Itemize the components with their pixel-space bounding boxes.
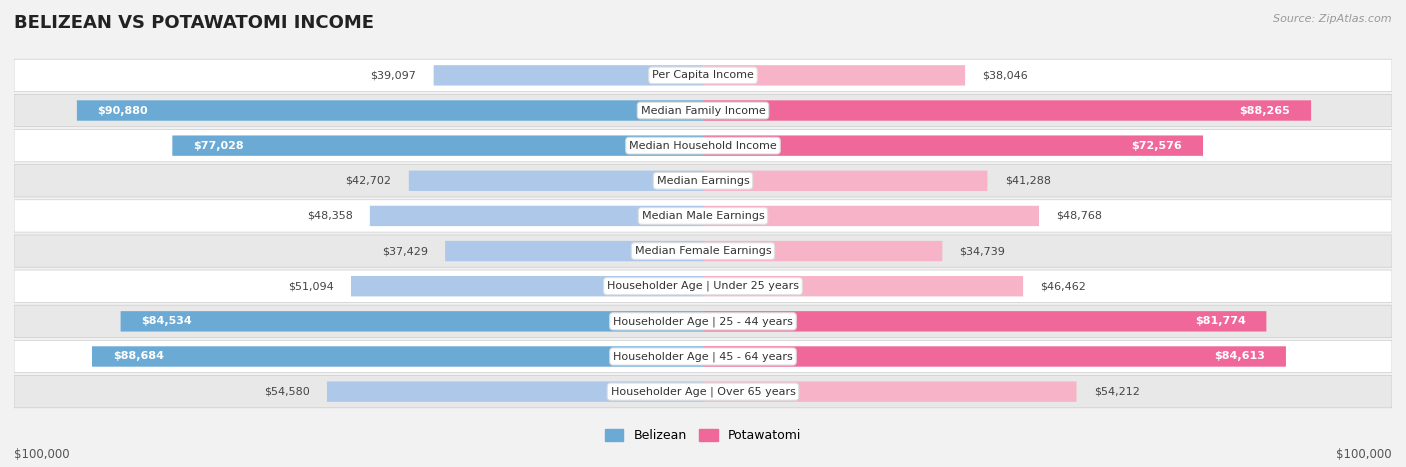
Text: $48,768: $48,768 <box>1056 211 1102 221</box>
Text: $90,880: $90,880 <box>97 106 148 115</box>
Text: $72,576: $72,576 <box>1132 141 1182 151</box>
FancyBboxPatch shape <box>409 170 703 191</box>
Legend: Belizean, Potawatomi: Belizean, Potawatomi <box>600 425 806 447</box>
Text: $46,462: $46,462 <box>1040 281 1087 291</box>
FancyBboxPatch shape <box>121 311 703 332</box>
Text: $100,000: $100,000 <box>14 448 70 461</box>
FancyBboxPatch shape <box>77 100 703 120</box>
FancyBboxPatch shape <box>703 206 1039 226</box>
FancyBboxPatch shape <box>703 311 1267 332</box>
Text: $51,094: $51,094 <box>288 281 333 291</box>
Text: $42,702: $42,702 <box>346 176 392 186</box>
Text: Median Male Earnings: Median Male Earnings <box>641 211 765 221</box>
Text: Per Capita Income: Per Capita Income <box>652 71 754 80</box>
FancyBboxPatch shape <box>703 382 1077 402</box>
FancyBboxPatch shape <box>703 65 965 85</box>
FancyBboxPatch shape <box>328 382 703 402</box>
FancyBboxPatch shape <box>14 270 1392 302</box>
FancyBboxPatch shape <box>703 276 1024 297</box>
Text: Median Earnings: Median Earnings <box>657 176 749 186</box>
Text: Median Household Income: Median Household Income <box>628 141 778 151</box>
Text: Source: ZipAtlas.com: Source: ZipAtlas.com <box>1274 14 1392 24</box>
Text: $88,684: $88,684 <box>112 352 163 361</box>
Text: $84,613: $84,613 <box>1215 352 1265 361</box>
Text: Householder Age | Over 65 years: Householder Age | Over 65 years <box>610 386 796 397</box>
FancyBboxPatch shape <box>352 276 703 297</box>
FancyBboxPatch shape <box>446 241 703 261</box>
Text: $54,212: $54,212 <box>1094 387 1140 396</box>
Text: $100,000: $100,000 <box>1336 448 1392 461</box>
Text: $54,580: $54,580 <box>264 387 309 396</box>
Text: $81,774: $81,774 <box>1195 316 1246 326</box>
Text: $38,046: $38,046 <box>983 71 1028 80</box>
Text: Householder Age | 25 - 44 years: Householder Age | 25 - 44 years <box>613 316 793 326</box>
FancyBboxPatch shape <box>14 305 1392 338</box>
FancyBboxPatch shape <box>703 100 1310 120</box>
Text: Median Family Income: Median Family Income <box>641 106 765 115</box>
FancyBboxPatch shape <box>703 241 942 261</box>
Text: Householder Age | Under 25 years: Householder Age | Under 25 years <box>607 281 799 291</box>
Text: $88,265: $88,265 <box>1240 106 1291 115</box>
Text: $37,429: $37,429 <box>382 246 427 256</box>
Text: $48,358: $48,358 <box>307 211 353 221</box>
Text: Householder Age | 45 - 64 years: Householder Age | 45 - 64 years <box>613 351 793 362</box>
FancyBboxPatch shape <box>14 129 1392 162</box>
FancyBboxPatch shape <box>370 206 703 226</box>
Text: $84,534: $84,534 <box>141 316 193 326</box>
Text: $39,097: $39,097 <box>371 71 416 80</box>
FancyBboxPatch shape <box>703 170 987 191</box>
Text: $41,288: $41,288 <box>1005 176 1050 186</box>
FancyBboxPatch shape <box>703 135 1204 156</box>
FancyBboxPatch shape <box>14 235 1392 267</box>
FancyBboxPatch shape <box>91 347 703 367</box>
Text: $34,739: $34,739 <box>959 246 1005 256</box>
FancyBboxPatch shape <box>14 340 1392 373</box>
FancyBboxPatch shape <box>14 94 1392 127</box>
FancyBboxPatch shape <box>433 65 703 85</box>
FancyBboxPatch shape <box>14 59 1392 92</box>
FancyBboxPatch shape <box>14 375 1392 408</box>
FancyBboxPatch shape <box>703 347 1286 367</box>
Text: Median Female Earnings: Median Female Earnings <box>634 246 772 256</box>
FancyBboxPatch shape <box>173 135 703 156</box>
FancyBboxPatch shape <box>14 165 1392 197</box>
Text: BELIZEAN VS POTAWATOMI INCOME: BELIZEAN VS POTAWATOMI INCOME <box>14 14 374 32</box>
Text: $77,028: $77,028 <box>193 141 243 151</box>
FancyBboxPatch shape <box>14 200 1392 232</box>
